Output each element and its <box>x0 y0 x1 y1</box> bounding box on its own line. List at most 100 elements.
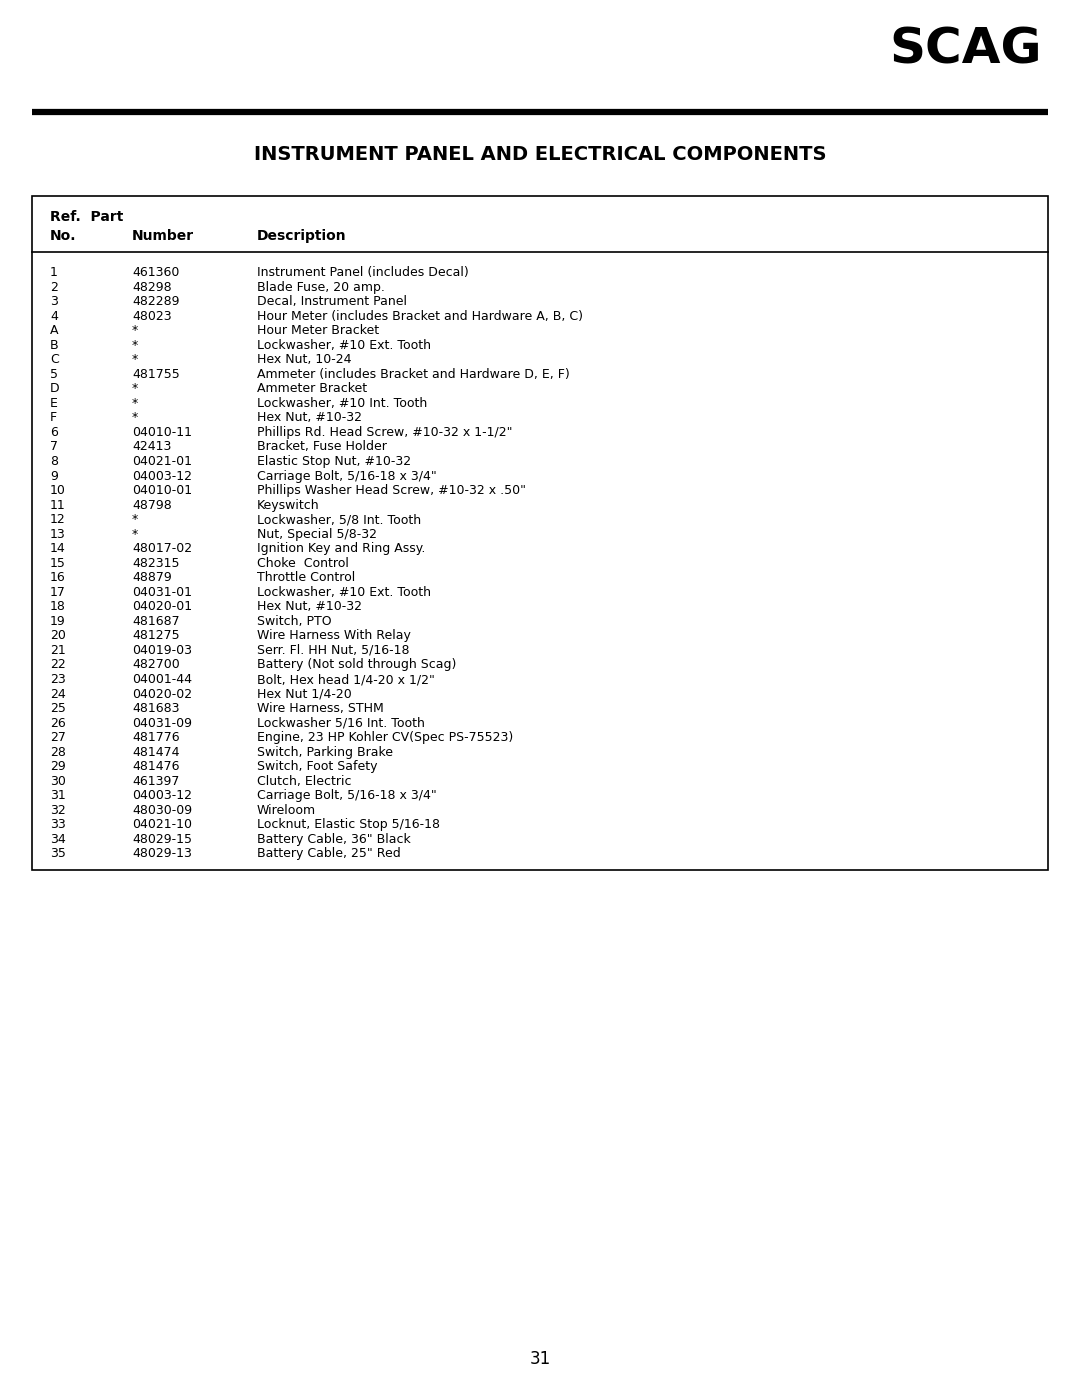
Text: 481275: 481275 <box>132 630 179 643</box>
Text: Switch, Parking Brake: Switch, Parking Brake <box>257 746 393 759</box>
Text: 10: 10 <box>50 483 66 497</box>
Text: 461360: 461360 <box>132 265 179 279</box>
Text: Hex Nut, #10-32: Hex Nut, #10-32 <box>257 601 362 613</box>
Text: 29: 29 <box>50 760 66 774</box>
Text: Throttle Control: Throttle Control <box>257 571 355 584</box>
Text: *: * <box>132 353 138 366</box>
Text: 04001-44: 04001-44 <box>132 673 192 686</box>
Text: 04010-01: 04010-01 <box>132 483 192 497</box>
Text: 04031-01: 04031-01 <box>132 585 192 599</box>
Text: Lockwasher, 5/8 Int. Tooth: Lockwasher, 5/8 Int. Tooth <box>257 513 421 527</box>
Text: E: E <box>50 397 58 409</box>
Text: Hex Nut 1/4-20: Hex Nut 1/4-20 <box>257 687 352 700</box>
Text: 48798: 48798 <box>132 499 172 511</box>
Text: Blade Fuse, 20 amp.: Blade Fuse, 20 amp. <box>257 281 384 293</box>
Text: Ammeter Bracket: Ammeter Bracket <box>257 383 367 395</box>
Text: B: B <box>50 338 58 352</box>
Text: Number: Number <box>132 229 194 243</box>
Text: 48030-09: 48030-09 <box>132 803 192 817</box>
Text: 27: 27 <box>50 731 66 745</box>
Text: 32: 32 <box>50 803 66 817</box>
Text: 481755: 481755 <box>132 367 179 381</box>
Text: Switch, PTO: Switch, PTO <box>257 615 332 627</box>
Text: Phillips Washer Head Screw, #10-32 x .50": Phillips Washer Head Screw, #10-32 x .50… <box>257 483 526 497</box>
Text: 30: 30 <box>50 775 66 788</box>
Text: 04010-11: 04010-11 <box>132 426 192 439</box>
Text: Hex Nut, 10-24: Hex Nut, 10-24 <box>257 353 351 366</box>
Text: 19: 19 <box>50 615 66 627</box>
Text: *: * <box>132 513 138 527</box>
Text: 04019-03: 04019-03 <box>132 644 192 657</box>
Text: Carriage Bolt, 5/16-18 x 3/4": Carriage Bolt, 5/16-18 x 3/4" <box>257 469 436 482</box>
Text: 6: 6 <box>50 426 58 439</box>
Text: 04003-12: 04003-12 <box>132 789 192 802</box>
Text: 25: 25 <box>50 703 66 715</box>
Text: *: * <box>132 338 138 352</box>
Text: Ammeter (includes Bracket and Hardware D, E, F): Ammeter (includes Bracket and Hardware D… <box>257 367 570 381</box>
Text: 04003-12: 04003-12 <box>132 469 192 482</box>
Text: 26: 26 <box>50 717 66 729</box>
Text: 33: 33 <box>50 819 66 831</box>
Text: INSTRUMENT PANEL AND ELECTRICAL COMPONENTS: INSTRUMENT PANEL AND ELECTRICAL COMPONEN… <box>254 145 826 163</box>
Text: Lockwasher, #10 Ext. Tooth: Lockwasher, #10 Ext. Tooth <box>257 585 431 599</box>
Text: 34: 34 <box>50 833 66 847</box>
Text: SCAG: SCAG <box>889 25 1042 73</box>
Text: *: * <box>132 411 138 425</box>
Text: 4: 4 <box>50 310 58 323</box>
Text: 3: 3 <box>50 295 58 309</box>
Text: Lockwasher, #10 Ext. Tooth: Lockwasher, #10 Ext. Tooth <box>257 338 431 352</box>
Text: 5: 5 <box>50 367 58 381</box>
Bar <box>32 196 1048 870</box>
Text: Keyswitch: Keyswitch <box>257 499 320 511</box>
Text: 42413: 42413 <box>132 440 172 454</box>
Text: 04020-01: 04020-01 <box>132 601 192 613</box>
Text: 482289: 482289 <box>132 295 179 309</box>
Text: 11: 11 <box>50 499 66 511</box>
Text: 481687: 481687 <box>132 615 179 627</box>
Text: 48023: 48023 <box>132 310 172 323</box>
Text: 04021-10: 04021-10 <box>132 819 192 831</box>
Text: 481474: 481474 <box>132 746 179 759</box>
Text: *: * <box>132 528 138 541</box>
Text: 04031-09: 04031-09 <box>132 717 192 729</box>
Text: 48298: 48298 <box>132 281 172 293</box>
Text: Battery Cable, 36" Black: Battery Cable, 36" Black <box>257 833 410 847</box>
Text: *: * <box>132 397 138 409</box>
Text: 31: 31 <box>50 789 66 802</box>
Text: 48017-02: 48017-02 <box>132 542 192 555</box>
Text: Wire Harness With Relay: Wire Harness With Relay <box>257 630 410 643</box>
Text: 28: 28 <box>50 746 66 759</box>
Text: No.: No. <box>50 229 77 243</box>
Text: 2: 2 <box>50 281 58 293</box>
Text: Bracket, Fuse Holder: Bracket, Fuse Holder <box>257 440 387 454</box>
Text: 18: 18 <box>50 601 66 613</box>
Text: D: D <box>50 383 59 395</box>
Text: 481776: 481776 <box>132 731 179 745</box>
Text: Hex Nut, #10-32: Hex Nut, #10-32 <box>257 411 362 425</box>
Text: 15: 15 <box>50 557 66 570</box>
Text: Phillips Rd. Head Screw, #10-32 x 1-1/2": Phillips Rd. Head Screw, #10-32 x 1-1/2" <box>257 426 513 439</box>
Text: C: C <box>50 353 58 366</box>
Text: 04020-02: 04020-02 <box>132 687 192 700</box>
Text: 1: 1 <box>50 265 58 279</box>
Text: Ignition Key and Ring Assy.: Ignition Key and Ring Assy. <box>257 542 426 555</box>
Text: Wire Harness, STHM: Wire Harness, STHM <box>257 703 383 715</box>
Text: Locknut, Elastic Stop 5/16-18: Locknut, Elastic Stop 5/16-18 <box>257 819 440 831</box>
Text: 16: 16 <box>50 571 66 584</box>
Text: Lockwasher, #10 Int. Tooth: Lockwasher, #10 Int. Tooth <box>257 397 428 409</box>
Text: 461397: 461397 <box>132 775 179 788</box>
Text: 481683: 481683 <box>132 703 179 715</box>
Text: 24: 24 <box>50 687 66 700</box>
Text: 48029-15: 48029-15 <box>132 833 192 847</box>
Text: 9: 9 <box>50 469 58 482</box>
Text: Choke  Control: Choke Control <box>257 557 349 570</box>
Text: *: * <box>132 383 138 395</box>
Text: 23: 23 <box>50 673 66 686</box>
Text: 482315: 482315 <box>132 557 179 570</box>
Text: Battery Cable, 25" Red: Battery Cable, 25" Red <box>257 848 401 861</box>
Text: 481476: 481476 <box>132 760 179 774</box>
Text: 35: 35 <box>50 848 66 861</box>
Text: Decal, Instrument Panel: Decal, Instrument Panel <box>257 295 407 309</box>
Text: 12: 12 <box>50 513 66 527</box>
Text: 04021-01: 04021-01 <box>132 455 192 468</box>
